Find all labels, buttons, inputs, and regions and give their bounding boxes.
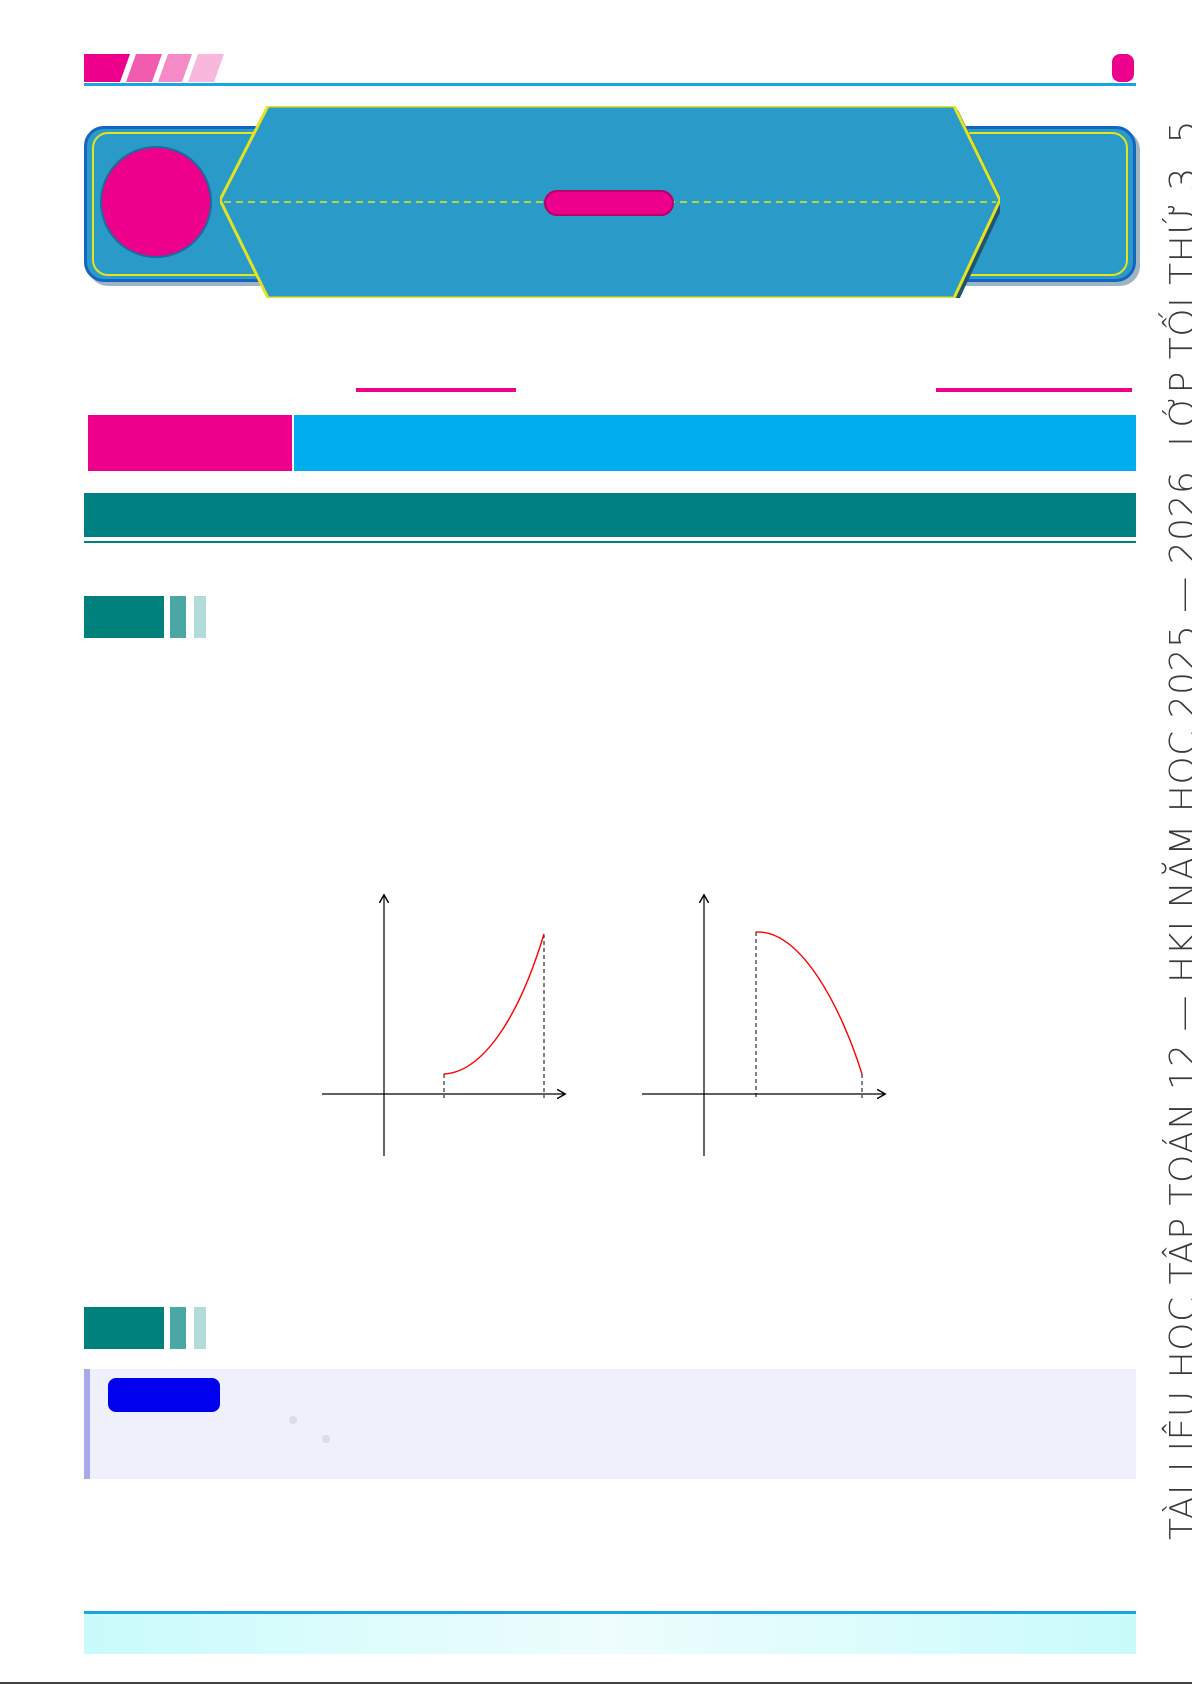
lesson-title-bar	[294, 415, 1136, 471]
note-badge	[108, 1378, 220, 1412]
page-bottom-rule	[0, 1682, 1192, 1684]
chapter-number-circle	[100, 146, 212, 258]
footer-rule	[84, 1611, 1136, 1614]
page-number-badge	[1112, 54, 1134, 82]
section-marker-2-accent-light	[194, 1307, 206, 1349]
bullet-dot	[322, 1435, 330, 1443]
underline-mark-1	[356, 388, 516, 392]
bullet-dot	[289, 1416, 297, 1424]
section-marker-2	[84, 1307, 164, 1349]
section-marker-1-accent-light	[194, 596, 206, 638]
header-stripes-decoration	[84, 54, 224, 82]
section-marker-1	[84, 596, 164, 638]
section-marker-2-accent	[170, 1307, 186, 1349]
graph-left	[322, 890, 572, 1156]
section-marker-1-accent	[170, 596, 186, 638]
increasing-curve	[443, 933, 545, 1075]
side-title: TÀI LIỆU HỌC TẬP TOÁN 12 — HKI NĂM HỌC 2…	[1163, 120, 1192, 1540]
decreasing-curve	[755, 931, 863, 1075]
footer-band	[84, 1614, 1136, 1654]
graph-right	[642, 890, 892, 1156]
section-title-bar	[84, 493, 1136, 537]
section-title-underline	[84, 541, 1136, 543]
chapter-subtitle-pill	[544, 190, 674, 216]
underline-mark-2	[936, 388, 1132, 392]
lesson-label-block	[88, 415, 292, 471]
note-box	[84, 1369, 1136, 1479]
header-rule	[84, 83, 1136, 86]
